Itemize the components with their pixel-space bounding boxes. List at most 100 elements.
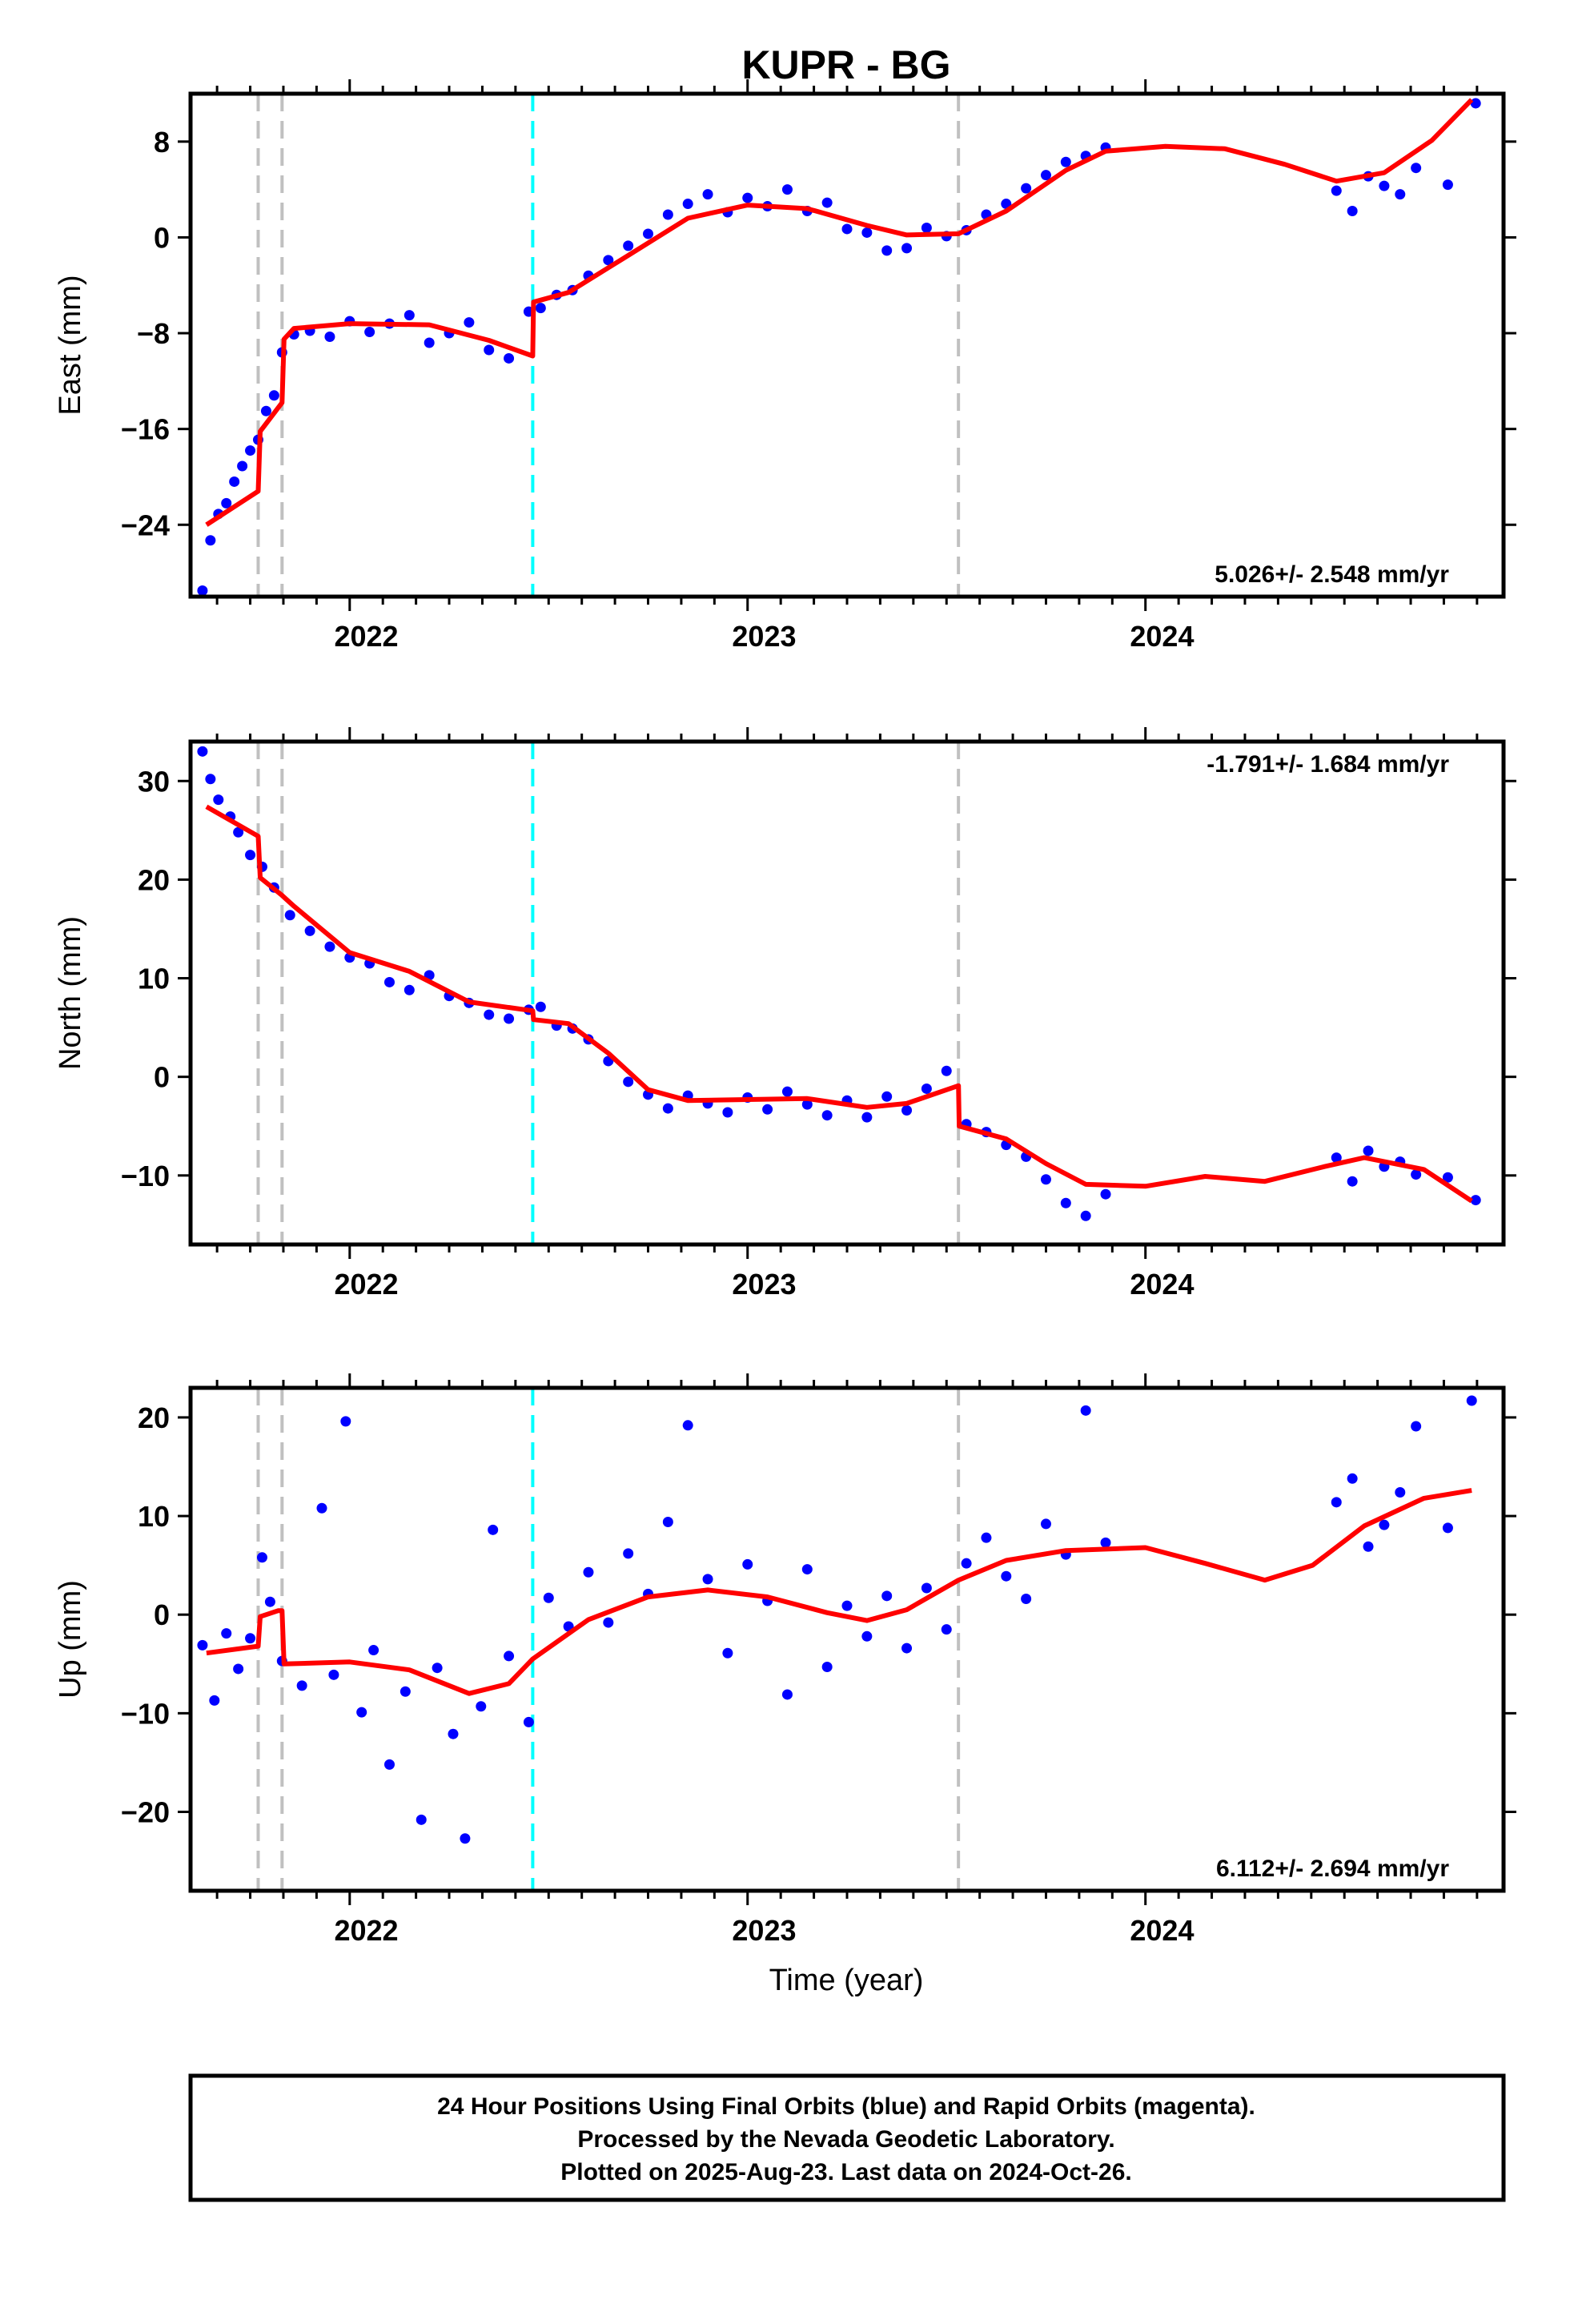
data-point (488, 1524, 499, 1535)
panels: 8 0 −8 −16 −24 2022 2023 2024 East (mm) 5.026+/- … (54, 79, 1516, 1947)
x-axis-label: Time (year) (769, 1964, 924, 1997)
data-point (1442, 179, 1453, 191)
data-point (623, 240, 634, 251)
x-tick-label: 2024 (1130, 1268, 1194, 1301)
data-point (821, 197, 833, 208)
y-tick-label: 30 (138, 765, 170, 798)
data-point (284, 910, 295, 921)
data-point (921, 222, 932, 233)
data-point (256, 1552, 267, 1563)
data-point (205, 774, 216, 785)
data-point (328, 1669, 339, 1680)
x-tick-label: 2024 (1130, 1914, 1194, 1947)
data-point (304, 925, 315, 936)
data-point (583, 1566, 594, 1578)
y-tick-label: −10 (121, 1160, 170, 1192)
data-point (197, 585, 208, 597)
rate-label: -1.791+/- 1.684 mm/yr (1207, 751, 1449, 778)
data-point (233, 1663, 244, 1675)
data-point (1060, 1197, 1071, 1208)
data-point (762, 1104, 773, 1115)
data-point (504, 1651, 515, 1662)
caption-box (188, 2073, 1506, 2202)
y-tick-label: 10 (138, 1500, 170, 1533)
data-point (662, 209, 673, 220)
data-point (245, 1633, 256, 1644)
y-tick-label: −20 (121, 1795, 170, 1828)
data-point (1411, 163, 1422, 174)
data-point (643, 228, 654, 239)
panel-2: 30 20 10 0 −10 2022 2023 2024 North (mm) -1.791+/… (54, 727, 1516, 1301)
data-point (340, 1416, 351, 1427)
data-point (881, 1590, 893, 1602)
data-point (205, 535, 216, 546)
data-point (841, 223, 853, 235)
data-point (264, 1596, 275, 1607)
data-point (623, 1548, 634, 1559)
data-point (1442, 1522, 1453, 1534)
data-point (464, 317, 475, 328)
data-point (1331, 1497, 1342, 1508)
data-point (702, 189, 713, 200)
data-point (1021, 1594, 1032, 1605)
x-tick-label: 2022 (334, 1914, 398, 1947)
data-point (941, 1624, 952, 1635)
data-point (197, 1639, 208, 1651)
data-point (1040, 1518, 1051, 1530)
data-point (662, 1103, 673, 1114)
y-axis-label: Up (mm) (54, 1580, 87, 1699)
data-point (416, 1814, 427, 1825)
data-point (861, 1112, 873, 1123)
rate-label: 6.112+/- 2.694 mm/yr (1216, 1856, 1449, 1882)
data-point (364, 327, 375, 338)
data-point (484, 344, 495, 356)
data-point (296, 1680, 307, 1691)
data-point (821, 1110, 833, 1121)
data-point (662, 1516, 673, 1527)
data-point (221, 1628, 232, 1639)
data-point (324, 332, 335, 343)
y-tick-label: 20 (138, 1401, 170, 1434)
data-point (1466, 1395, 1477, 1406)
data-point (901, 1642, 913, 1654)
data-point (1379, 180, 1390, 191)
data-point (460, 1833, 471, 1844)
data-point (742, 192, 753, 203)
y-tick-label: 0 (154, 1598, 170, 1631)
data-point (1331, 1152, 1342, 1164)
data-point (801, 1564, 813, 1575)
data-point (213, 794, 224, 806)
data-point (981, 1532, 992, 1543)
data-point (781, 1086, 793, 1097)
data-point (742, 1558, 753, 1570)
data-point (1080, 1210, 1091, 1221)
data-point (1347, 1473, 1358, 1484)
data-point (921, 1083, 932, 1094)
data-point (861, 227, 873, 238)
data-point (1347, 206, 1358, 217)
data-point (404, 310, 415, 321)
plot-frame (188, 1385, 1506, 1893)
panel-3: 20 10 0 −10 −20 2022 2023 2024 Up (mm) 6.112+/- 2… (54, 1373, 1516, 1947)
y-tick-label: −24 (121, 509, 170, 541)
fit-line (205, 804, 1473, 1204)
data-point (722, 1107, 733, 1118)
data-point (1331, 185, 1342, 196)
data-point (1379, 1519, 1390, 1530)
y-tick-label: −10 (121, 1697, 170, 1730)
data-point (682, 1420, 693, 1431)
data-point (603, 255, 614, 266)
data-point (1363, 1541, 1374, 1552)
caption-line-1: 24 Hour Positions Using Final Orbits (bl… (437, 2093, 1255, 2120)
data-point (432, 1663, 443, 1674)
x-tick-label: 2024 (1130, 620, 1194, 653)
data-point (476, 1701, 487, 1712)
data-point (1040, 170, 1051, 181)
rate-label: 5.026+/- 2.548 mm/yr (1215, 561, 1449, 588)
data-point (233, 826, 244, 838)
caption-line-3: Plotted on 2025-Aug-23. Last data on 202… (560, 2159, 1132, 2185)
data-point (1060, 156, 1071, 167)
y-tick-label: 20 (138, 863, 170, 896)
data-point (1100, 1188, 1111, 1200)
